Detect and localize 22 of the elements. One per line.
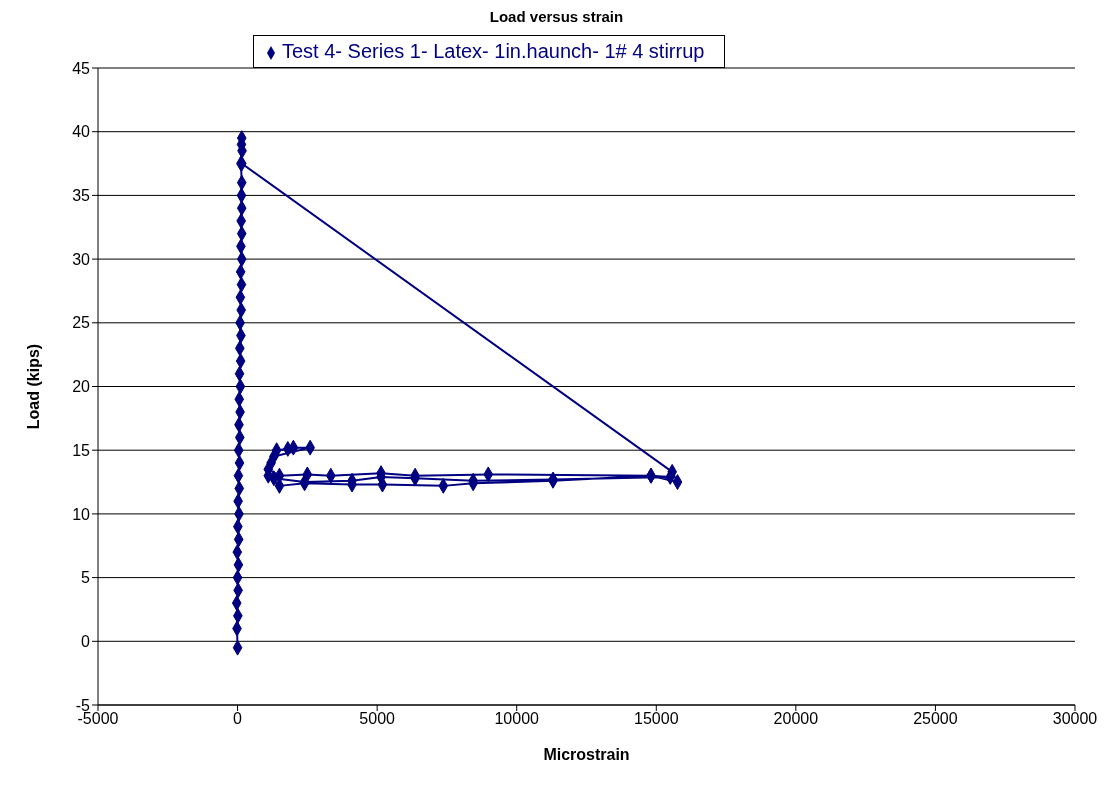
x-tick-label: 0: [233, 710, 243, 728]
y-tick-label: 0: [81, 632, 91, 650]
y-tick-label: 30: [72, 250, 91, 268]
y-tick-label: 25: [72, 314, 91, 332]
y-tick-label: 15: [72, 441, 91, 459]
y-tick-label: 35: [72, 187, 91, 205]
legend-label: Test 4- Series 1- Latex- 1in.haunch- 1# 4 stirrup: [282, 40, 705, 62]
y-tick-label: 40: [72, 123, 91, 141]
x-tick-label: 25000: [913, 710, 958, 728]
y-tick-label: 10: [72, 505, 91, 523]
x-axis-title: Microstrain: [543, 746, 630, 763]
y-tick-label: 5: [81, 569, 91, 587]
y-tick-label: 20: [72, 378, 91, 396]
x-tick-label: 5000: [359, 710, 396, 728]
x-tick-label: 10000: [494, 710, 540, 728]
x-tick-label: 20000: [773, 710, 819, 728]
x-tick-label: 30000: [1052, 710, 1098, 728]
y-tick-label: 45: [72, 59, 91, 77]
x-tick-label: -5000: [77, 710, 119, 728]
chart-title: Load versus strain: [488, 8, 625, 25]
x-tick-label: 15000: [634, 710, 679, 728]
y-axis-title: Load (kips): [24, 343, 42, 430]
